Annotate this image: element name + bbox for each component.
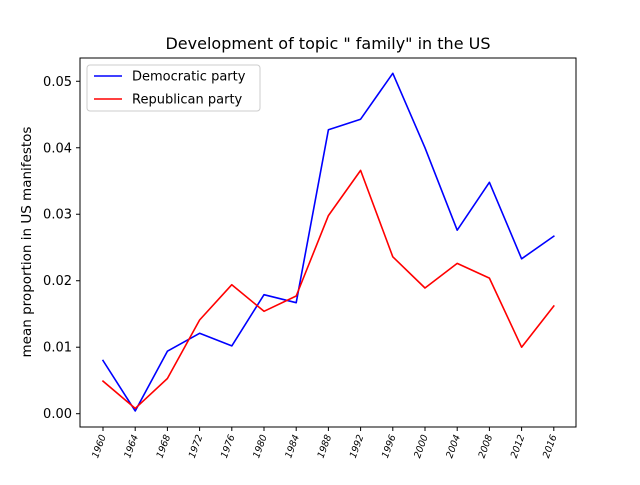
y-tick-label: 0.02 [43, 274, 72, 289]
series-line-democratic [101, 72, 555, 412]
chart-title: Development of topic " family" in the US [165, 34, 490, 53]
series-line-republican [101, 169, 555, 410]
legend-label: Democratic party [132, 70, 246, 85]
legend-label: Republican party [132, 93, 243, 108]
y-tick-label: 0.01 [43, 341, 72, 356]
y-tick-label: 0.05 [43, 75, 72, 90]
legend-box [86, 64, 261, 112]
y-tick-label: 0.00 [43, 407, 72, 422]
y-tick-label: 0.04 [43, 141, 72, 156]
y-tick-label: 0.03 [43, 208, 72, 223]
y-axis-title: mean proportion in US manifestos [19, 127, 35, 358]
